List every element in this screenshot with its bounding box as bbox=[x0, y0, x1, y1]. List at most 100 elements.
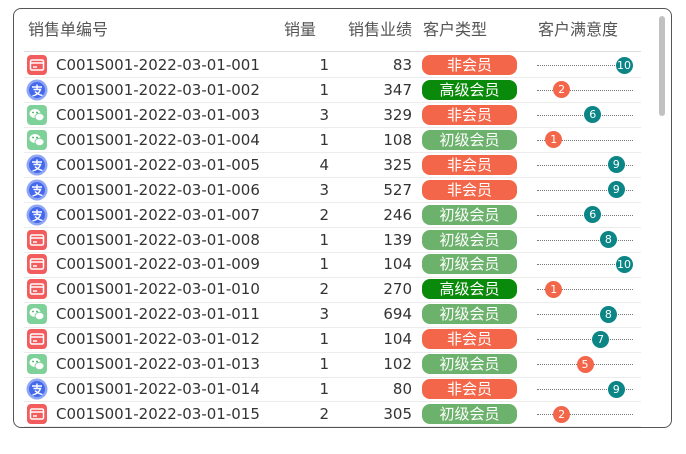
sales: 108 bbox=[383, 130, 412, 149]
icon bbox=[26, 403, 48, 425]
sales: 139 bbox=[383, 230, 412, 249]
column-header[interactable]: 客户满意度 bbox=[538, 20, 619, 39]
sales: 246 bbox=[383, 205, 412, 224]
customer-type-tag: 初级会员 bbox=[422, 129, 517, 150]
satisfaction-dot: 10 bbox=[615, 56, 633, 74]
header-divider bbox=[24, 51, 641, 52]
satisfaction-track bbox=[537, 89, 633, 91]
sales: 270 bbox=[383, 280, 412, 299]
icon bbox=[26, 303, 48, 325]
customer-type-tag: 初级会员 bbox=[422, 229, 517, 250]
payment-icon bbox=[26, 378, 48, 400]
row-divider bbox=[24, 177, 641, 179]
icon bbox=[26, 378, 48, 400]
quantity: 4 bbox=[319, 155, 329, 174]
icon bbox=[26, 79, 48, 101]
satisfaction-dot: 1 bbox=[545, 280, 563, 298]
customer-type-tag: 非会员 bbox=[422, 179, 517, 200]
satisfaction-track bbox=[537, 139, 633, 141]
satisfaction-track bbox=[537, 414, 633, 416]
order-id[interactable]: C001S001-2022-03-01-006 bbox=[56, 180, 260, 199]
quantity: 2 bbox=[319, 280, 329, 299]
order-id[interactable]: C001S001-2022-03-01-005 bbox=[56, 155, 260, 174]
sales: 325 bbox=[383, 155, 412, 174]
payment-icon bbox=[27, 104, 47, 125]
satisfaction-track bbox=[537, 264, 633, 266]
order-id[interactable]: C001S001-2022-03-01-003 bbox=[56, 105, 260, 124]
order-id[interactable]: C001S001-2022-03-01-008 bbox=[56, 230, 260, 249]
sales: 347 bbox=[383, 80, 412, 99]
row-divider bbox=[24, 401, 641, 403]
icon bbox=[26, 104, 48, 126]
satisfaction-track bbox=[537, 189, 633, 191]
order-id[interactable]: C001S001-2022-03-01-011 bbox=[56, 305, 260, 324]
satisfaction-dot: 5 bbox=[576, 355, 594, 373]
order-id[interactable]: C001S001-2022-03-01-010 bbox=[56, 280, 260, 299]
satisfaction-track bbox=[537, 239, 633, 241]
quantity: 1 bbox=[319, 255, 329, 274]
row-divider bbox=[24, 251, 641, 253]
satisfaction-dot: 9 bbox=[607, 380, 625, 398]
icon bbox=[26, 129, 48, 151]
customer-type-tag: 非会员 bbox=[422, 104, 517, 125]
order-id[interactable]: C001S001-2022-03-01-014 bbox=[56, 380, 260, 399]
order-id[interactable]: C001S001-2022-03-01-015 bbox=[56, 405, 260, 424]
satisfaction-track bbox=[537, 389, 633, 391]
icon bbox=[26, 179, 48, 201]
order-id[interactable]: C001S001-2022-03-01-002 bbox=[56, 80, 260, 99]
icon bbox=[26, 253, 48, 275]
order-id[interactable]: C001S001-2022-03-01-009 bbox=[56, 255, 260, 274]
customer-type-tag: 非会员 bbox=[422, 379, 517, 400]
customer-type-tag: 初级会员 bbox=[422, 304, 517, 325]
row-divider bbox=[24, 301, 641, 303]
customer-type-tag: 初级会员 bbox=[422, 254, 517, 275]
order-id[interactable]: C001S001-2022-03-01-013 bbox=[56, 355, 260, 374]
row-divider bbox=[24, 202, 641, 204]
customer-type-tag: 非会员 bbox=[422, 329, 517, 350]
row-divider bbox=[24, 426, 641, 427]
row-divider bbox=[24, 226, 641, 228]
payment-icon bbox=[27, 55, 47, 75]
sales: 83 bbox=[392, 56, 412, 74]
scrollbar[interactable] bbox=[659, 16, 665, 116]
row-divider bbox=[24, 102, 641, 104]
quantity: 3 bbox=[319, 105, 329, 124]
payment-icon bbox=[27, 354, 47, 375]
payment-icon bbox=[26, 204, 48, 226]
satisfaction-dot: 9 bbox=[607, 156, 625, 174]
satisfaction-dot: 9 bbox=[607, 181, 625, 199]
payment-icon bbox=[27, 129, 47, 150]
customer-type-tag: 初级会员 bbox=[422, 204, 517, 225]
column-header[interactable]: 销售业绩 bbox=[347, 20, 412, 39]
payment-icon bbox=[27, 329, 47, 350]
customer-type-tag: 初级会员 bbox=[422, 404, 517, 425]
column-header[interactable]: 销售单编号 bbox=[28, 20, 109, 39]
satisfaction-track bbox=[537, 65, 633, 66]
row-divider bbox=[24, 152, 641, 154]
satisfaction-dot: 8 bbox=[599, 231, 617, 248]
column-header[interactable]: 销量 bbox=[283, 20, 316, 39]
order-id[interactable]: C001S001-2022-03-01-004 bbox=[56, 130, 260, 149]
customer-type-tag: 初级会员 bbox=[422, 354, 517, 375]
row-divider bbox=[24, 77, 641, 79]
row-divider bbox=[24, 276, 641, 278]
order-id[interactable]: C001S001-2022-03-01-012 bbox=[56, 330, 260, 349]
customer-type-tag: 高级会员 bbox=[422, 79, 517, 100]
order-id[interactable]: C001S001-2022-03-01-007 bbox=[56, 205, 260, 224]
quantity: 1 bbox=[319, 355, 329, 374]
order-id[interactable]: C001S001-2022-03-01-001 bbox=[56, 56, 260, 74]
satisfaction-dot: 7 bbox=[592, 330, 610, 348]
row-divider bbox=[24, 376, 641, 378]
sales: 305 bbox=[383, 405, 412, 424]
row-divider bbox=[24, 351, 641, 353]
payment-icon bbox=[26, 79, 48, 101]
payment-icon bbox=[26, 179, 48, 201]
sales: 694 bbox=[383, 305, 412, 324]
column-header[interactable]: 客户类型 bbox=[423, 20, 488, 39]
payment-icon bbox=[26, 154, 48, 176]
row-divider bbox=[24, 326, 641, 328]
satisfaction-dot: 2 bbox=[553, 81, 571, 99]
sales: 80 bbox=[392, 380, 412, 399]
satisfaction-dot: 6 bbox=[584, 106, 602, 124]
quantity: 2 bbox=[319, 205, 329, 224]
